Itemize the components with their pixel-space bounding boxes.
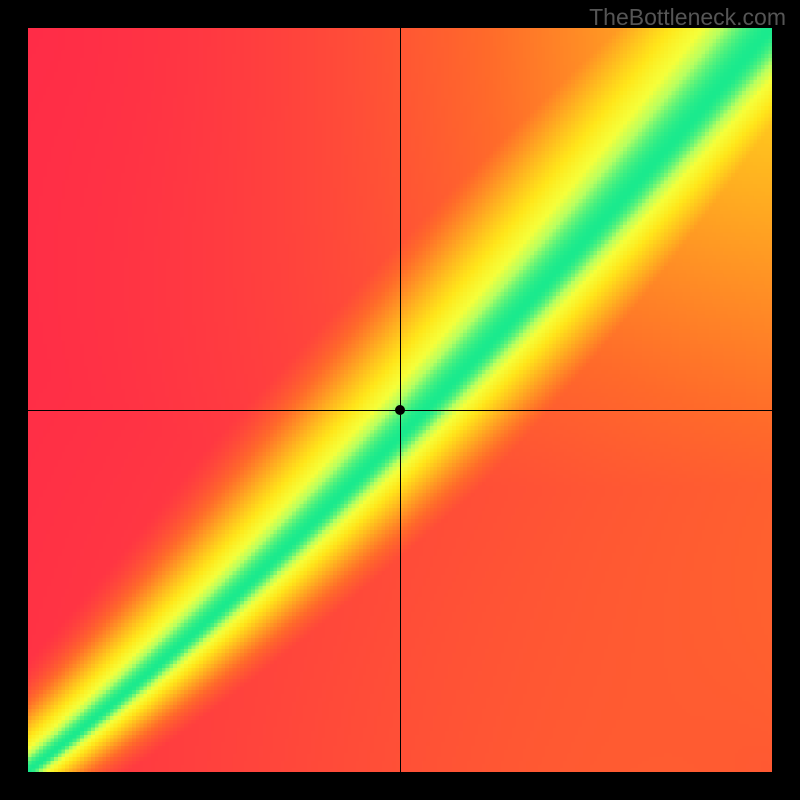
- marker-dot: [395, 405, 405, 415]
- chart-container: TheBottleneck.com: [0, 0, 800, 800]
- watermark-text: TheBottleneck.com: [589, 4, 786, 31]
- crosshair-vertical: [400, 28, 401, 772]
